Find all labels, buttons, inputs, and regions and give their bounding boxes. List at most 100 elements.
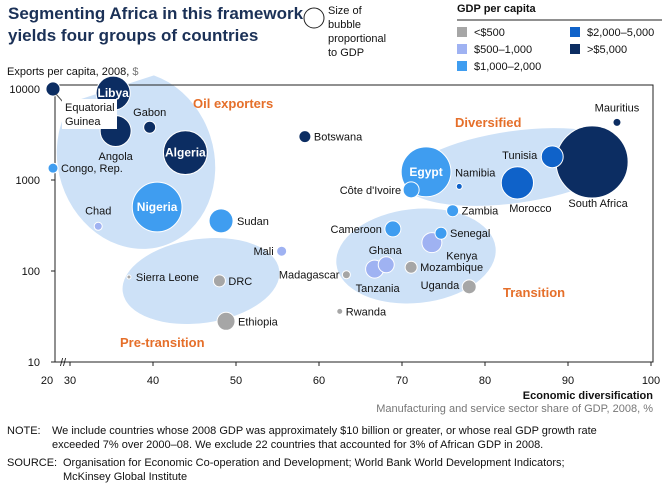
group-region-pre-transition	[122, 237, 280, 325]
bubble-label: Mali	[253, 246, 273, 258]
legend-swatch	[570, 44, 580, 54]
x-tick-label: 20	[41, 375, 53, 387]
bubble-label: Madagascar	[279, 270, 340, 282]
bubble-label: Botswana	[314, 132, 363, 144]
bubble-label: Côte d'Ivoire	[340, 185, 401, 197]
size-legend-line: bubble	[328, 19, 361, 31]
x-tick-label: 80	[479, 375, 491, 387]
bubble-zambia	[446, 204, 460, 218]
bubble-label: Congo, Rep.	[61, 163, 123, 175]
y-axis-label-text: Exports per capita, 2008,	[7, 66, 129, 78]
legend-label: $500–1,000	[474, 44, 532, 56]
group-region-transition	[336, 208, 496, 304]
x-tick-label: 60	[313, 375, 325, 387]
bubble-label: Morocco	[509, 203, 551, 215]
bubble-ethiopia	[216, 311, 236, 331]
size-legend-line: to GDP	[328, 47, 364, 59]
bubble-chad	[93, 221, 103, 231]
group-label: Diversified	[455, 115, 522, 130]
x-tick-label: 40	[147, 375, 159, 387]
bubble-morocco	[500, 166, 534, 200]
legend-title: GDP per capita	[457, 3, 537, 15]
legend-swatch	[570, 27, 580, 37]
label-background	[62, 99, 117, 129]
bubble-label: Tunisia	[502, 150, 538, 162]
bubble-gabon	[143, 120, 157, 134]
legend-label: $1,000–2,000	[474, 61, 541, 73]
bubble-label: Nigeria	[137, 200, 178, 214]
bubble-mali	[276, 245, 288, 257]
size-legend-line: Size of	[328, 5, 363, 17]
bubble-congo-rep-	[47, 162, 59, 174]
bubble-drc	[212, 274, 226, 288]
bubble-algeria	[162, 130, 208, 176]
note-label: NOTE:	[7, 425, 41, 437]
legend-swatch	[457, 61, 467, 71]
bubble-label: Mauritius	[595, 102, 640, 114]
bubble-label: Guinea	[65, 116, 101, 128]
bubble-mauritius	[612, 117, 622, 127]
group-label: Transition	[503, 285, 565, 300]
legend-label: $2,000–5,000	[587, 27, 654, 39]
chart-title-line-2: yields four groups of countries	[8, 26, 258, 45]
bubble-label: Sierra Leone	[136, 272, 199, 284]
bubble-mozambique	[404, 260, 418, 274]
note-line: We include countries whose 2008 GDP was …	[52, 425, 597, 437]
bubble-equatorial-guinea	[45, 81, 61, 97]
bubble-senegal	[434, 226, 448, 240]
legend-label: <$500	[474, 27, 505, 39]
bubble-label: Senegal	[450, 228, 490, 240]
bubble-label: Tanzania	[356, 283, 401, 295]
bubble-sudan	[208, 208, 234, 234]
x-tick-label: 90	[562, 375, 574, 387]
footnote: NOTE: We include countries whose 2008 GD…	[7, 425, 597, 483]
x-tick-label: 50	[230, 375, 242, 387]
chart-title-line-1: Segmenting Africa in this framework	[8, 4, 304, 23]
bubble-cameroon	[384, 220, 402, 238]
bubble-label: South Africa	[568, 198, 628, 210]
leader-line	[55, 93, 64, 103]
size-legend: Size of bubble proportional to GDP	[303, 5, 386, 59]
bubble-nigeria	[131, 181, 183, 233]
y-axis-unit: $	[132, 66, 138, 78]
group-label: Pre-transition	[120, 335, 205, 350]
y-tick-label: 1000	[16, 175, 40, 187]
bubble-tunisia	[540, 145, 564, 169]
bubble-label: Gabon	[133, 107, 166, 119]
bubble-label: Zambia	[462, 206, 500, 218]
bubble-label: Chad	[85, 205, 111, 217]
y-tick-label: 100	[22, 266, 40, 278]
bubble-label: Namibia	[455, 167, 496, 179]
note-line: exceeded 7% over 2000–08. We exclude 22 …	[52, 439, 543, 451]
color-legend: GDP per capita <$500 $500–1,000 $1,000–2,0…	[457, 3, 662, 73]
group-region-oil-exporters	[56, 71, 216, 249]
y-tick-label: 10000	[9, 84, 40, 96]
x-axis-sublabel: Manufacturing and service sector share o…	[376, 403, 653, 415]
y-tick-label: 10	[28, 357, 40, 369]
legend-swatch	[457, 27, 467, 37]
bubble-label: Libya	[97, 86, 129, 100]
x-tick-label: 30	[64, 375, 76, 387]
bubble-uganda	[461, 279, 477, 295]
x-axis-label: Economic diversification	[523, 390, 653, 402]
x-tick-label: 70	[396, 375, 408, 387]
bubble-botswana	[298, 130, 312, 144]
plot-frame	[54, 84, 654, 363]
bubble-label: Egypt	[409, 165, 442, 179]
source-line: McKinsey Global Institute	[63, 471, 187, 483]
bubble-label: Uganda	[421, 280, 460, 292]
bubble-madagascar	[341, 270, 351, 280]
source-line: Organisation for Economic Co-operation a…	[63, 457, 565, 469]
source-label: SOURCE:	[7, 457, 57, 469]
bubble-label: Kenya	[446, 251, 478, 263]
x-tick-label: 100	[642, 375, 660, 387]
bubble-label: DRC	[228, 276, 252, 288]
size-legend-line: proportional	[328, 33, 386, 45]
bubble-label: Rwanda	[346, 306, 387, 318]
bubble-c-te-d-ivoire	[402, 181, 420, 199]
bubble-label: Equatorial	[65, 102, 115, 114]
bubble-sierra-leone	[126, 274, 132, 280]
bubble-south-africa	[555, 125, 629, 199]
bubble-namibia	[455, 182, 463, 190]
